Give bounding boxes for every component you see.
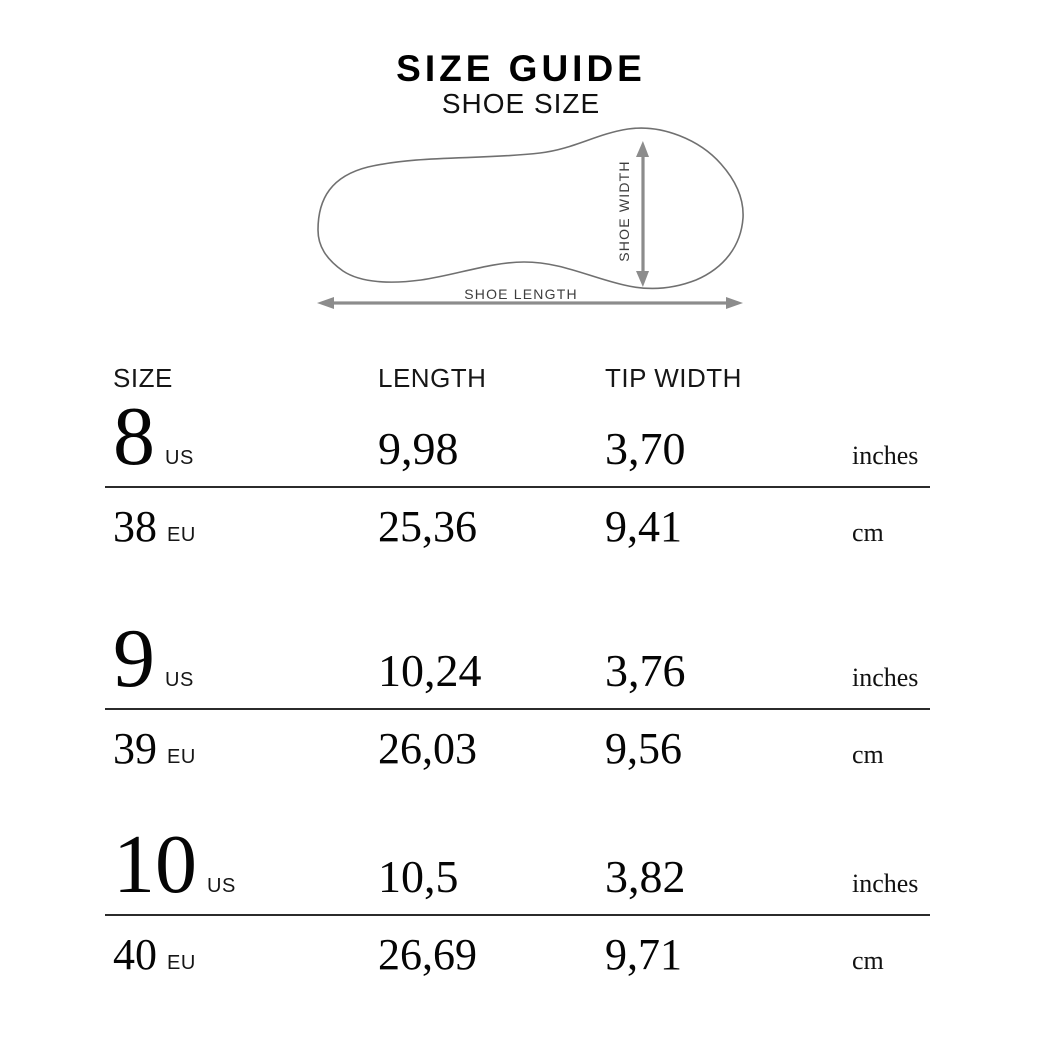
- unit-label: cm: [852, 946, 884, 975]
- size-system-label: US: [165, 447, 194, 469]
- size-group-10: 10 US 10,5 3,82 inches 40 EU 26,69 9,71 …: [105, 823, 930, 980]
- size-cell: 9 US: [113, 617, 378, 701]
- size-system-label: EU: [167, 952, 196, 974]
- us-size-value: 10: [113, 818, 197, 911]
- header-tip-width: TIP WIDTH: [605, 363, 742, 393]
- size-cell: 39 EU: [113, 727, 378, 771]
- size-cell: 8 US: [113, 395, 378, 479]
- length-value: 9,98: [378, 423, 459, 474]
- shoe-width-label: SHOE WIDTH: [616, 160, 632, 262]
- shoe-length-label: SHOE LENGTH: [464, 286, 578, 302]
- shoe-width-arrow: [636, 141, 649, 287]
- page-subtitle: SHOE SIZE: [441, 88, 601, 119]
- divider: [105, 486, 930, 488]
- size-system-label: US: [207, 875, 236, 897]
- size-cell: 40 EU: [113, 933, 378, 977]
- header-size: SIZE: [113, 363, 173, 393]
- length-value: 10,5: [378, 851, 459, 902]
- table-row: 39 EU 26,03 9,56 cm: [105, 710, 930, 774]
- tip-width-value: 9,56: [605, 724, 682, 773]
- tip-width-value: 3,82: [605, 851, 686, 902]
- table-row: 38 EU 25,36 9,41 cm: [105, 488, 930, 552]
- page-title: SIZE GUIDE: [396, 48, 646, 89]
- tip-width-value: 9,71: [605, 930, 682, 979]
- tip-width-value: 3,76: [605, 645, 686, 696]
- shoe-sole-outline: [317, 127, 744, 290]
- size-system-label: US: [165, 669, 194, 691]
- table-row: 8 US 9,98 3,70 inches: [105, 395, 930, 486]
- unit-label: cm: [852, 740, 884, 769]
- divider: [105, 914, 930, 916]
- size-group-8: 8 US 9,98 3,70 inches 38 EU 25,36 9,41 c…: [105, 395, 930, 552]
- eu-size-value: 39: [113, 724, 157, 773]
- unit-label: cm: [852, 518, 884, 547]
- size-system-label: EU: [167, 524, 196, 546]
- size-cell: 38 EU: [113, 505, 378, 549]
- length-value: 26,03: [378, 724, 477, 773]
- eu-size-value: 38: [113, 502, 157, 551]
- tip-width-value: 9,41: [605, 502, 682, 551]
- shoe-length-arrow: [317, 297, 743, 309]
- size-group-9: 9 US 10,24 3,76 inches 39 EU 26,03 9,56 …: [105, 617, 930, 774]
- length-value: 10,24: [378, 645, 482, 696]
- length-value: 26,69: [378, 930, 477, 979]
- tip-width-value: 3,70: [605, 423, 686, 474]
- table-header: SIZE LENGTH TIP WIDTH: [113, 363, 852, 394]
- unit-label: inches: [852, 869, 919, 898]
- us-size-value: 9: [113, 612, 155, 705]
- size-system-label: EU: [167, 746, 196, 768]
- eu-size-value: 40: [113, 930, 157, 979]
- us-size-value: 8: [113, 390, 155, 483]
- header-length: LENGTH: [378, 363, 487, 393]
- divider: [105, 708, 930, 710]
- size-cell: 10 US: [113, 823, 378, 907]
- table-row: 9 US 10,24 3,76 inches: [105, 617, 930, 708]
- table-row: 40 EU 26,69 9,71 cm: [105, 916, 930, 980]
- unit-label: inches: [852, 663, 919, 692]
- table-row: 10 US 10,5 3,82 inches: [105, 823, 930, 914]
- length-value: 25,36: [378, 502, 477, 551]
- unit-label: inches: [852, 441, 919, 470]
- shoe-sole-diagram: [317, 127, 744, 309]
